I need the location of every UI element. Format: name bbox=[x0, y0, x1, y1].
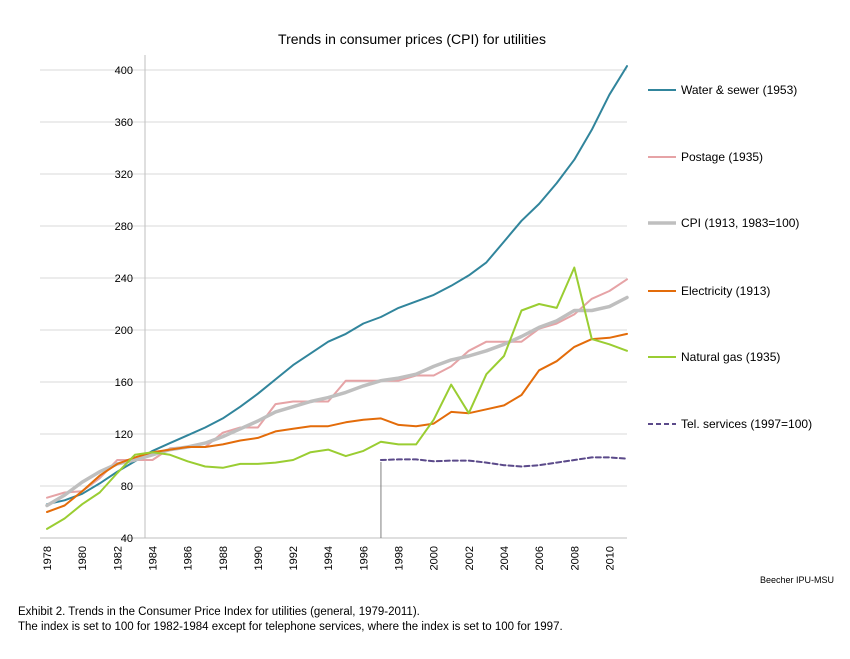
y-tick-160: 160 bbox=[115, 377, 133, 389]
x-tick-1988: 1988 bbox=[218, 546, 230, 570]
x-tick-1992: 1992 bbox=[288, 546, 300, 570]
series-line-natural-gas-1935 bbox=[46, 266, 628, 530]
x-tick-2008: 2008 bbox=[569, 546, 581, 570]
y-tick-labels: 40 80 120 160 200 240 280 320 360 400 bbox=[115, 65, 133, 545]
x-tick-1982: 1982 bbox=[112, 546, 124, 570]
caption-line-2: The index is set to 100 for 1982-1984 ex… bbox=[18, 621, 563, 633]
x-tick-1994: 1994 bbox=[323, 546, 335, 570]
y-tick-360: 360 bbox=[115, 117, 133, 129]
series-line-electricity-1913 bbox=[46, 332, 628, 513]
y-tick-120: 120 bbox=[115, 429, 133, 441]
y-tick-280: 280 bbox=[115, 221, 133, 233]
legend-label-electricity-1913: Electricity (1913) bbox=[681, 284, 770, 298]
y-tick-80: 80 bbox=[121, 481, 133, 493]
series-line-tel-services-1997-100 bbox=[379, 456, 628, 468]
legend-label-water-sewer-1953: Water & sewer (1953) bbox=[681, 83, 797, 97]
x-tick-2000: 2000 bbox=[429, 546, 441, 570]
source-credit: Beecher IPU-MSU bbox=[760, 575, 835, 585]
x-tick-1996: 1996 bbox=[358, 546, 370, 570]
y-tick-200: 200 bbox=[115, 325, 133, 337]
legend-label-cpi-1913-1983-100: CPI (1913, 1983=100) bbox=[681, 216, 799, 230]
chart-title: Trends in consumer prices (CPI) for util… bbox=[278, 31, 546, 47]
series-line-cpi-1913-1983-100 bbox=[45, 295, 629, 508]
series-line-postage-1935 bbox=[46, 278, 628, 499]
figure-caption: Exhibit 2. Trends in the Consumer Price … bbox=[18, 605, 563, 635]
x-tick-1998: 1998 bbox=[394, 546, 406, 570]
legend: Water & sewer (1953) Postage (1935) CPI (1… bbox=[648, 83, 812, 431]
legend-label-tel-services-1997-100: Tel. services (1997=100) bbox=[681, 417, 812, 431]
x-tick-labels: 1978 1980 1982 1984 1986 1988 1990 1992 1994 1996… bbox=[42, 546, 616, 570]
legend-label-postage-1935: Postage (1935) bbox=[681, 150, 763, 164]
y-tick-40: 40 bbox=[121, 533, 133, 545]
x-tick-1986: 1986 bbox=[183, 546, 195, 570]
series-line-water-sewer-1953 bbox=[46, 65, 628, 506]
x-tick-1978: 1978 bbox=[42, 546, 54, 570]
line-chart: Trends in consumer prices (CPI) for util… bbox=[40, 31, 812, 570]
y-tick-240: 240 bbox=[115, 273, 133, 285]
series-lines bbox=[45, 65, 629, 530]
y-tick-400: 400 bbox=[115, 65, 133, 77]
legend-label-natural-gas-1935: Natural gas (1935) bbox=[681, 350, 780, 364]
gridlines bbox=[40, 69, 627, 487]
caption-line-1: Exhibit 2. Trends in the Consumer Price … bbox=[18, 606, 420, 618]
x-tick-1984: 1984 bbox=[147, 546, 159, 570]
x-tick-2006: 2006 bbox=[534, 546, 546, 570]
x-tick-2002: 2002 bbox=[464, 546, 476, 570]
y-tick-320: 320 bbox=[115, 169, 133, 181]
x-tick-1980: 1980 bbox=[77, 546, 89, 570]
x-tick-1990: 1990 bbox=[253, 546, 265, 570]
x-tick-2010: 2010 bbox=[604, 546, 616, 570]
x-tick-2004: 2004 bbox=[499, 546, 511, 570]
